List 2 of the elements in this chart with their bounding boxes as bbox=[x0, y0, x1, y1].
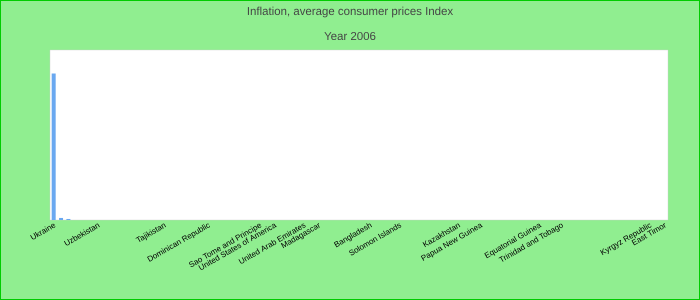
chart-title: Inflation, average consumer prices Index bbox=[248, 6, 454, 18]
chart-subtitle: Year 2006 bbox=[324, 32, 376, 40]
